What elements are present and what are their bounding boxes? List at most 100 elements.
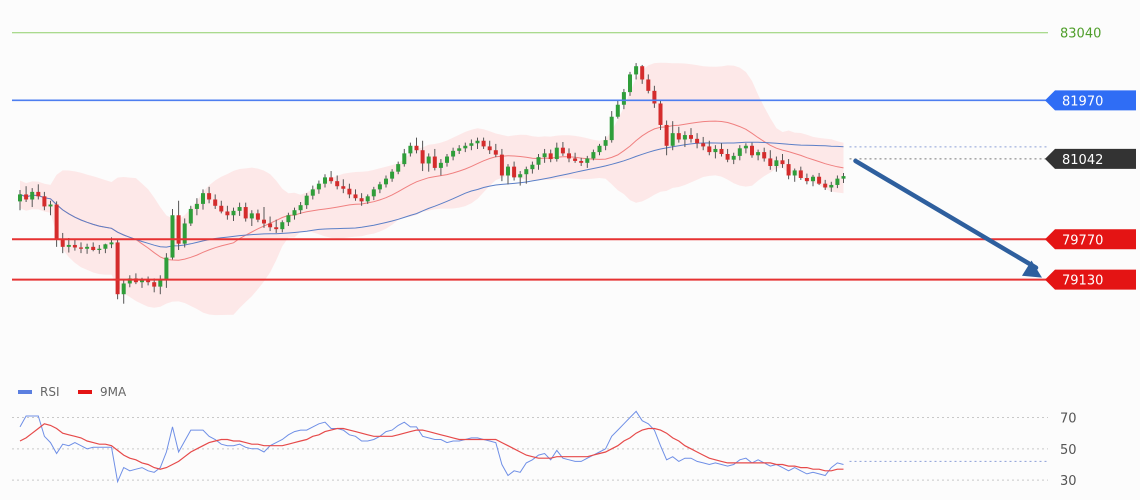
candle-body: [341, 186, 346, 189]
candle-body: [499, 154, 504, 176]
candle: [682, 131, 687, 148]
candle-body: [536, 157, 541, 165]
candle-body: [188, 208, 193, 224]
candle: [310, 185, 315, 200]
candle-body: [725, 154, 730, 160]
candle: [475, 137, 480, 149]
candle-body: [506, 166, 510, 176]
candle: [231, 207, 236, 221]
candle: [487, 140, 492, 154]
candle: [432, 148, 437, 171]
candle-body: [426, 156, 431, 164]
candle: [402, 148, 407, 167]
candle: [176, 200, 181, 250]
candle: [835, 175, 840, 189]
candle-body: [390, 171, 395, 179]
candle: [640, 64, 645, 84]
arrow-head: [1021, 260, 1042, 278]
candle-body: [255, 213, 260, 220]
candles: [18, 63, 846, 304]
candle-body: [646, 79, 651, 91]
candle-body: [298, 205, 303, 211]
ma-legend-label: 9MA: [100, 385, 127, 399]
rsi-tick-70: 70: [1060, 412, 1077, 427]
candle: [792, 168, 797, 182]
last-price-tag: [1045, 148, 1136, 169]
candle-body: [121, 283, 126, 295]
rsi-legend: RSI 9MA: [18, 385, 127, 399]
candle-body: [817, 176, 822, 184]
candle-body: [530, 164, 535, 170]
candle-body: [621, 92, 626, 105]
candle: [676, 126, 681, 143]
candle-body: [310, 189, 315, 196]
candle-body: [445, 156, 449, 163]
candle-body: [353, 194, 358, 199]
candle: [560, 142, 565, 156]
candle-body: [829, 184, 834, 188]
candle-body: [414, 145, 419, 151]
candle: [634, 63, 639, 80]
candle-body: [225, 211, 230, 216]
candle: [506, 164, 510, 185]
candle-body: [743, 145, 748, 149]
candle: [280, 220, 285, 233]
candle: [725, 148, 730, 163]
band-area: [20, 62, 844, 316]
candle-body: [658, 103, 663, 125]
candle-body: [609, 116, 614, 141]
fast-ma-line: [19, 120, 844, 261]
candle-body: [402, 153, 407, 165]
candle-body: [756, 152, 761, 156]
candle: [60, 232, 65, 254]
candle-body: [518, 174, 523, 178]
candle: [286, 212, 291, 226]
candle: [469, 139, 474, 151]
support-1-label: 79770: [1062, 233, 1103, 248]
candle: [695, 133, 700, 149]
candle-body: [292, 210, 297, 216]
candle-body: [219, 205, 224, 212]
candle-body: [115, 242, 120, 295]
candle-body: [103, 244, 108, 249]
candle-body: [701, 143, 706, 147]
candle: [18, 190, 22, 211]
candle-body: [719, 148, 724, 154]
candle: [347, 183, 352, 199]
candle: [371, 186, 376, 201]
candle-body: [737, 148, 742, 156]
candle: [268, 216, 273, 232]
candle: [438, 159, 443, 176]
candle: [841, 172, 846, 184]
candle: [628, 71, 632, 96]
candle-body: [597, 145, 602, 153]
candle-body: [164, 257, 169, 281]
candle-body: [243, 207, 248, 219]
candle-body: [85, 246, 90, 249]
candle: [603, 136, 608, 151]
candle-body: [731, 155, 736, 160]
candle: [97, 244, 102, 254]
rsi-ma-line: [19, 423, 844, 472]
candle: [536, 154, 541, 170]
candle: [158, 275, 163, 295]
candle: [243, 202, 248, 222]
resistance-top-label: 83040: [1060, 27, 1101, 42]
candle: [164, 253, 169, 288]
rsi-tick-50: 50: [1060, 443, 1077, 458]
candle: [719, 143, 724, 157]
candle-body: [286, 215, 291, 223]
candle: [554, 142, 559, 162]
candle: [255, 209, 260, 223]
candle: [750, 142, 754, 158]
candle-body: [432, 156, 437, 168]
candle-body: [512, 166, 517, 178]
candle: [445, 154, 449, 167]
candle-body: [573, 158, 578, 161]
candle: [292, 207, 297, 220]
candle: [798, 166, 803, 180]
candle: [481, 137, 486, 149]
candle-body: [798, 170, 803, 178]
candle-body: [554, 147, 559, 160]
